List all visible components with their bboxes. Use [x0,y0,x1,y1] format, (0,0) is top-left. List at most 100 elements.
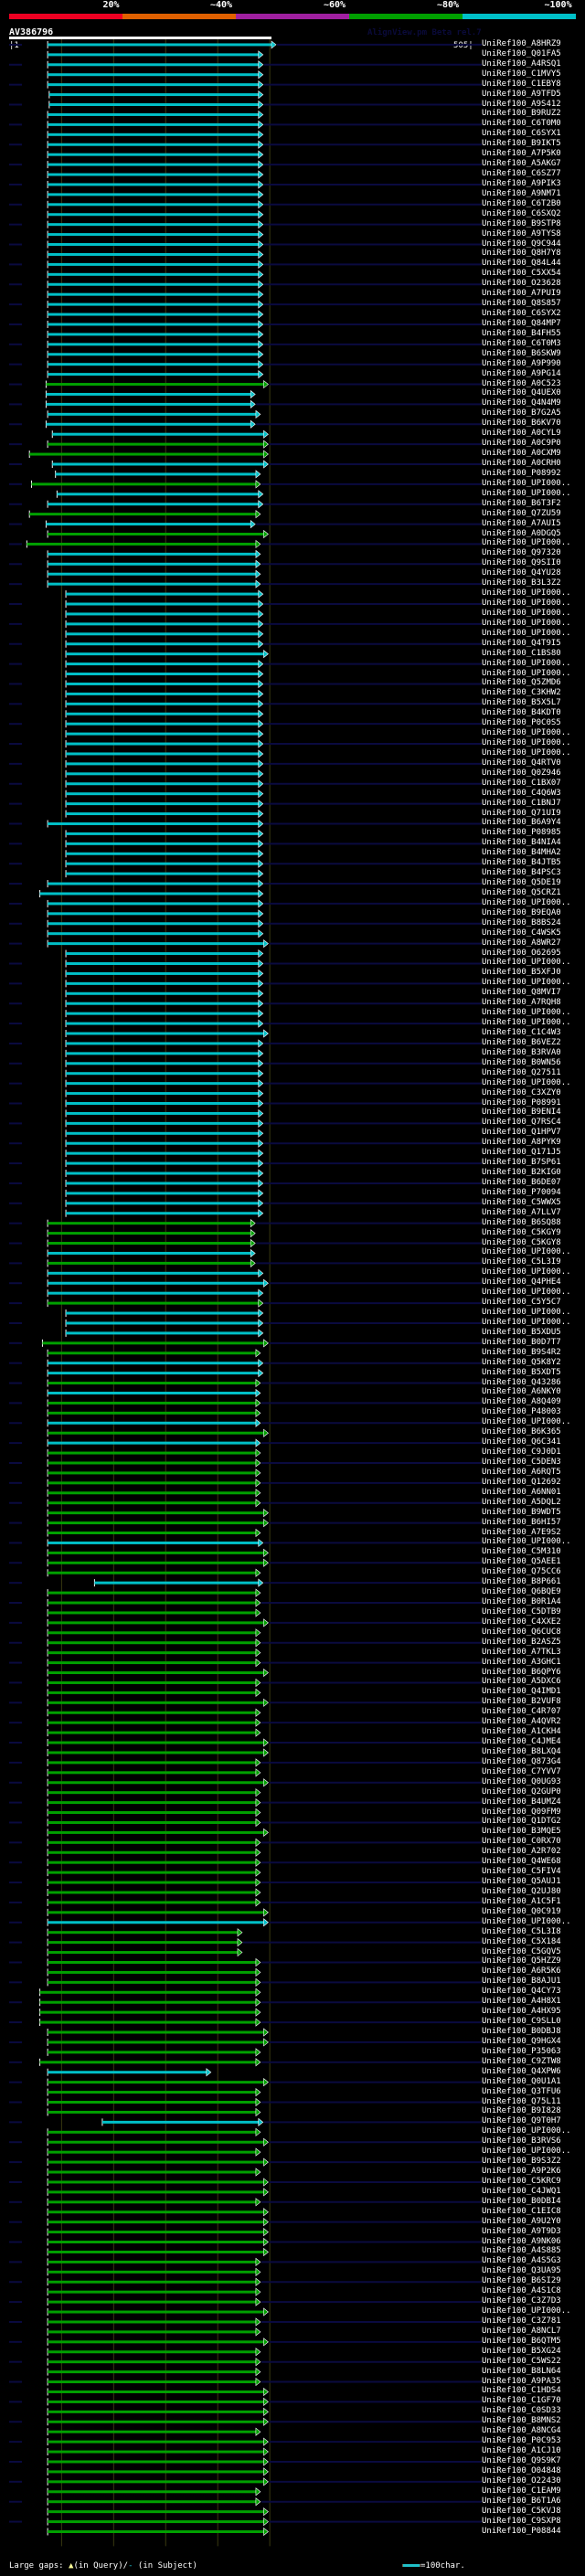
hit-label[interactable]: UniRef100_C5DEN3 [482,1457,561,1467]
hit-label[interactable]: UniRef100_C4JME4 [482,1737,561,1747]
hit-label[interactable]: UniRef100_C4R707 [482,1707,561,1717]
hit-label[interactable]: UniRef100_A6NN01 [482,1487,561,1497]
hit-label[interactable]: UniRef100_A0CRH0 [482,458,561,468]
hit-label[interactable]: UniRef100_B0D7T7 [482,1337,561,1347]
hit-label[interactable]: UniRef100_UPI000.. [482,897,571,907]
hit-label[interactable]: UniRef100_A4S5G3 [482,2256,561,2266]
hit-label[interactable]: UniRef100_Q84MP7 [482,318,561,328]
hit-label[interactable]: UniRef100_C1EAM9 [482,2486,561,2496]
hit-label[interactable]: UniRef100_Q3TFU6 [482,2086,561,2096]
hit-label[interactable]: UniRef100_C5Y5C7 [482,1298,561,1308]
hit-label[interactable]: UniRef100_B6QPY6 [482,1667,561,1677]
hit-label[interactable]: UniRef100_Q2UJ80 [482,1886,561,1896]
hit-label[interactable]: UniRef100_Q0U1A1 [482,2076,561,2086]
hit-label[interactable]: UniRef100_Q71UI9 [482,808,561,818]
hit-label[interactable]: UniRef100_B8MNS2 [482,2416,561,2426]
hit-label[interactable]: UniRef100_C5WS22 [482,2356,561,2366]
hit-label[interactable]: UniRef100_C6SZ77 [482,169,561,179]
hit-label[interactable]: UniRef100_A4RSQ1 [482,58,561,69]
hit-label[interactable]: UniRef100_A2R702 [482,1847,561,1857]
hit-label[interactable]: UniRef100_UPI000.. [482,1916,571,1926]
hit-label[interactable]: UniRef100_UPI000.. [482,747,571,758]
hit-label[interactable]: UniRef100_B9IKT5 [482,139,561,149]
hit-label[interactable]: UniRef100_Q3UA95 [482,2266,561,2276]
hit-label[interactable]: UniRef100_B9WDT5 [482,1507,561,1517]
hit-label[interactable]: UniRef100_C1MVY5 [482,69,561,79]
hit-label[interactable]: UniRef100_UPI000.. [482,978,571,988]
hit-label[interactable]: UniRef100_B4UMZ4 [482,1797,561,1807]
hit-label[interactable]: UniRef100_Q9S9K7 [482,2455,561,2465]
hit-label[interactable]: UniRef100_Q9SII0 [482,558,561,568]
hit-label[interactable]: UniRef100_Q4WE68 [482,1857,561,1867]
hit-label[interactable]: UniRef100_A0C523 [482,378,561,388]
hit-label[interactable]: UniRef100_Q5CRZ1 [482,887,561,897]
hit-label[interactable]: UniRef100_UPI000.. [482,1077,571,1087]
hit-label[interactable]: UniRef100_C3Z7D3 [482,2296,561,2306]
hit-label[interactable]: UniRef100_Q4IMD1 [482,1687,561,1697]
hit-label[interactable]: UniRef100_Q5DE19 [482,878,561,888]
hit-label[interactable]: UniRef100_B6K365 [482,1427,561,1437]
hit-label[interactable]: UniRef100_UPI000.. [482,1018,571,1028]
hit-label[interactable]: UniRef100_B5XDT5 [482,1367,561,1377]
hit-label[interactable]: UniRef100_Q8S857 [482,299,561,309]
hit-label[interactable]: UniRef100_Q8H7Y8 [482,249,561,259]
hit-label[interactable]: UniRef100_C5GQV5 [482,1946,561,1956]
hit-label[interactable]: UniRef100_B4NIA4 [482,838,561,848]
hit-label[interactable]: UniRef100_A8NCG4 [482,2426,561,2436]
hit-label[interactable]: UniRef100_UPI000.. [482,2306,571,2316]
hit-label[interactable]: UniRef100_B2ASZ5 [482,1637,561,1647]
hit-label[interactable]: UniRef100_A9PA35 [482,2376,561,2386]
hit-label[interactable]: UniRef100_C5L3I8 [482,1926,561,1936]
hit-label[interactable]: UniRef100_Q75CC6 [482,1567,561,1577]
hit-label[interactable]: UniRef100_UPI000.. [482,658,571,668]
hit-label[interactable]: UniRef100_C6SYX2 [482,309,561,319]
hit-label[interactable]: UniRef100_UPI000.. [482,1537,571,1547]
hit-label[interactable]: UniRef100_A0DGQ5 [482,528,561,538]
hit-label[interactable]: UniRef100_Q9HGX4 [482,2036,561,2046]
hit-label[interactable]: UniRef100_A1C5F1 [482,1896,561,1906]
hit-label[interactable]: UniRef100_A6NKY0 [482,1387,561,1397]
hit-label[interactable]: UniRef100_B4FH55 [482,328,561,338]
hit-label[interactable]: UniRef100_UPI000.. [482,738,571,748]
hit-label[interactable]: UniRef100_C1EBY8 [482,79,561,89]
hit-label[interactable]: UniRef100_B8LXQ4 [482,1746,561,1756]
hit-label[interactable]: UniRef100_O22430 [482,2475,561,2486]
hit-label[interactable]: UniRef100_Q4T9I5 [482,638,561,648]
hit-label[interactable]: UniRef100_P08992 [482,468,561,478]
hit-label[interactable]: UniRef100_UPI000.. [482,728,571,738]
hit-label[interactable]: UniRef100_A9PG14 [482,368,561,378]
hit-label[interactable]: UniRef100_A9NK06 [482,2236,561,2246]
hit-label[interactable]: UniRef100_A7RQH8 [482,998,561,1008]
hit-label[interactable]: UniRef100_Q873G4 [482,1756,561,1766]
hit-label[interactable]: UniRef100_B5XFJ0 [482,968,561,978]
hit-label[interactable]: UniRef100_C1BX07 [482,778,561,788]
hit-label[interactable]: UniRef100_C1HDS4 [482,2386,561,2396]
hit-label[interactable]: UniRef100_B6QTM5 [482,2336,561,2346]
hit-label[interactable]: UniRef100_Q0UG93 [482,1776,561,1786]
hit-label[interactable]: UniRef100_B4PSC3 [482,868,561,878]
hit-label[interactable]: UniRef100_Q5AEE1 [482,1557,561,1567]
hit-label[interactable]: UniRef100_A7P5K0 [482,149,561,159]
hit-label[interactable]: UniRef100_C5L3I9 [482,1257,561,1267]
hit-label[interactable]: UniRef100_C4Q6W3 [482,788,561,798]
hit-label[interactable]: UniRef100_A7PUI9 [482,289,561,299]
hit-label[interactable]: UniRef100_Q4XPW6 [482,2066,561,2076]
hit-label[interactable]: UniRef100_A6R5K6 [482,1966,561,1977]
hit-label[interactable]: UniRef100_A0C9P0 [482,439,561,449]
hit-label[interactable]: UniRef100_Q27511 [482,1067,561,1077]
hit-label[interactable]: UniRef100_C6SYX1 [482,129,561,139]
hit-label[interactable]: UniRef100_C9J0D1 [482,1447,561,1458]
hit-label[interactable]: UniRef100_B6T3F2 [482,498,561,508]
hit-label[interactable]: UniRef100_A8NCL7 [482,2326,561,2336]
hit-label[interactable]: UniRef100_A9TFD5 [482,89,561,99]
hit-label[interactable]: UniRef100_B5X5L7 [482,698,561,708]
hit-label[interactable]: UniRef100_A4HX95 [482,2007,561,2017]
hit-label[interactable]: UniRef100_Q9T0H7 [482,2116,561,2126]
hit-label[interactable]: UniRef100_B9I828 [482,2106,561,2116]
hit-label[interactable]: UniRef100_A9PIK3 [482,178,561,188]
hit-label[interactable]: UniRef100_A7LLV7 [482,1207,561,1217]
hit-label[interactable]: UniRef100_C5DTB9 [482,1606,561,1617]
hit-label[interactable]: UniRef100_C5KGY9 [482,1227,561,1237]
hit-label[interactable]: UniRef100_A9TYS8 [482,228,561,239]
hit-label[interactable]: UniRef100_UPI000.. [482,628,571,638]
